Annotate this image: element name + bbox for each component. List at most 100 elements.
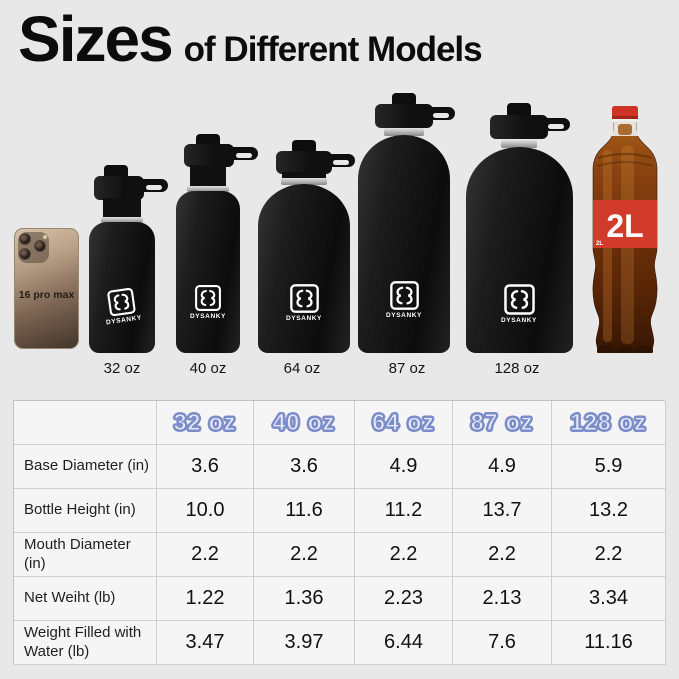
dysanky-logo-mark-icon: [195, 285, 221, 311]
cola-2l-label: 2L: [606, 208, 643, 244]
dysanky-logo: DYSANKY: [497, 283, 541, 324]
cola-cap: [612, 106, 638, 119]
title-subtitle: of Different Models: [183, 30, 483, 69]
bottle-handle: [425, 107, 455, 120]
phone-camera-module: [18, 232, 49, 263]
dysanky-logo-text: DYSANKY: [190, 313, 226, 320]
col-header-label: 87 oz: [470, 409, 534, 436]
bottle-cap-knob: [292, 140, 316, 152]
bottle-cap: [276, 151, 332, 174]
table-corner-cell: [14, 401, 157, 445]
bottle-cap: [375, 104, 433, 128]
value-cell: 3.6: [157, 445, 254, 489]
value-cell: 2.2: [453, 533, 552, 577]
bottle-handle: [540, 118, 570, 131]
dysanky-logo-mark-icon: [107, 288, 136, 317]
camera-lens-icon: [19, 233, 31, 245]
caption-128oz: 128 oz: [494, 360, 540, 377]
handle-hole: [433, 113, 449, 118]
bottle-handle: [138, 179, 168, 192]
value-cell: 7.6: [453, 621, 552, 665]
dysanky-logo: DYSANKY: [98, 285, 147, 327]
col-header-32oz: 32 oz: [157, 401, 254, 445]
value-cell: 2.2: [254, 533, 355, 577]
caption-40oz: 40 oz: [189, 360, 227, 377]
bottle-cap-knob: [196, 134, 220, 146]
row-label-base-diameter: Base Diameter (in): [14, 445, 157, 489]
bottle-steel-ring: [281, 178, 327, 185]
bottle-body: [176, 191, 240, 353]
value-cell: 4.9: [355, 445, 453, 489]
value-cell: 5.9: [552, 445, 666, 489]
col-header-87oz: 87 oz: [453, 401, 552, 445]
col-header-label: 128 oz: [570, 409, 647, 436]
handle-hole: [548, 124, 564, 129]
dysanky-logo-text: DYSANKY: [386, 312, 422, 319]
dysanky-logo-text: DYSANKY: [286, 315, 322, 322]
caption-64oz: 64 oz: [283, 360, 321, 377]
camera-lens-icon: [19, 248, 31, 260]
size-comparison-figure: 16 pro max DYSANKY: [14, 93, 658, 377]
bottle-cap-knob: [104, 165, 128, 178]
bottle-steel-ring: [101, 217, 143, 223]
handle-hole: [146, 185, 162, 190]
phone-label: 16 pro max: [18, 289, 75, 301]
iphone-reference: 16 pro max: [14, 228, 79, 349]
value-cell: 2.23: [355, 577, 453, 621]
value-cell: 11.16: [552, 621, 666, 665]
dysanky-logo-mark-icon: [289, 284, 319, 313]
dysanky-logo-mark-icon: [503, 284, 535, 315]
value-cell: 2.13: [453, 577, 552, 621]
title-main: Sizes: [18, 3, 174, 75]
value-cell: 13.2: [552, 489, 666, 533]
value-cell: 1.22: [157, 577, 254, 621]
dysanky-logo-text: DYSANKY: [501, 317, 537, 324]
camera-lens-icon: [34, 240, 46, 252]
value-cell: 2.2: [355, 533, 453, 577]
dysanky-logo-mark-icon: [389, 281, 419, 310]
col-header-64oz: 64 oz: [355, 401, 453, 445]
bottle-body: [358, 135, 450, 353]
caption-87oz: 87 oz: [388, 360, 426, 377]
bottle-handle: [325, 154, 355, 167]
value-cell: 2.2: [157, 533, 254, 577]
row-label-mouth-diameter: Mouth Diameter (in): [14, 533, 157, 577]
col-header-label: 40 oz: [272, 409, 336, 436]
bottle-body: [258, 184, 350, 353]
col-header-128oz: 128 oz: [552, 401, 666, 445]
handle-hole: [236, 153, 252, 158]
value-cell: 13.7: [453, 489, 552, 533]
col-header-label: 64 oz: [372, 409, 435, 436]
bottle-cap: [490, 115, 548, 139]
page-title: Sizes of Different Models: [18, 2, 483, 76]
cola-2l-small-label: 2L: [596, 241, 603, 247]
bottle-cap-knob: [392, 93, 416, 105]
bottle-steel-ring: [187, 186, 229, 192]
row-label-bottle-height: Bottle Height (in): [14, 489, 157, 533]
value-cell: 4.9: [453, 445, 552, 489]
bottle-cap: [94, 176, 144, 200]
value-cell: 2.2: [552, 533, 666, 577]
caption-32oz: 32 oz: [103, 360, 141, 377]
camera-flash-icon: [43, 235, 47, 239]
dysanky-logo: DYSANKY: [382, 280, 426, 319]
cola-2l-reference-bottle: 2L 2L: [592, 106, 658, 353]
spec-table: 32 oz 40 oz 64 oz 87 oz 128 oz Base Diam…: [13, 400, 666, 665]
bottle-cap: [184, 144, 234, 167]
bottle-body: [89, 222, 155, 353]
row-label-weight-filled: Weight Filled with Water (lb): [14, 621, 157, 665]
bottle-neck: [103, 198, 141, 220]
bottle-steel-ring: [384, 128, 424, 136]
bottle-steel-ring: [501, 140, 537, 148]
bottle-cap-knob: [507, 103, 531, 116]
bottle-handle: [228, 147, 258, 160]
value-cell: 1.36: [254, 577, 355, 621]
value-cell: 3.97: [254, 621, 355, 665]
value-cell: 6.44: [355, 621, 453, 665]
dysanky-logo: DYSANKY: [282, 283, 326, 322]
value-cell: 3.6: [254, 445, 355, 489]
col-header-label: 32 oz: [173, 409, 237, 436]
value-cell: 10.0: [157, 489, 254, 533]
value-cell: 3.34: [552, 577, 666, 621]
